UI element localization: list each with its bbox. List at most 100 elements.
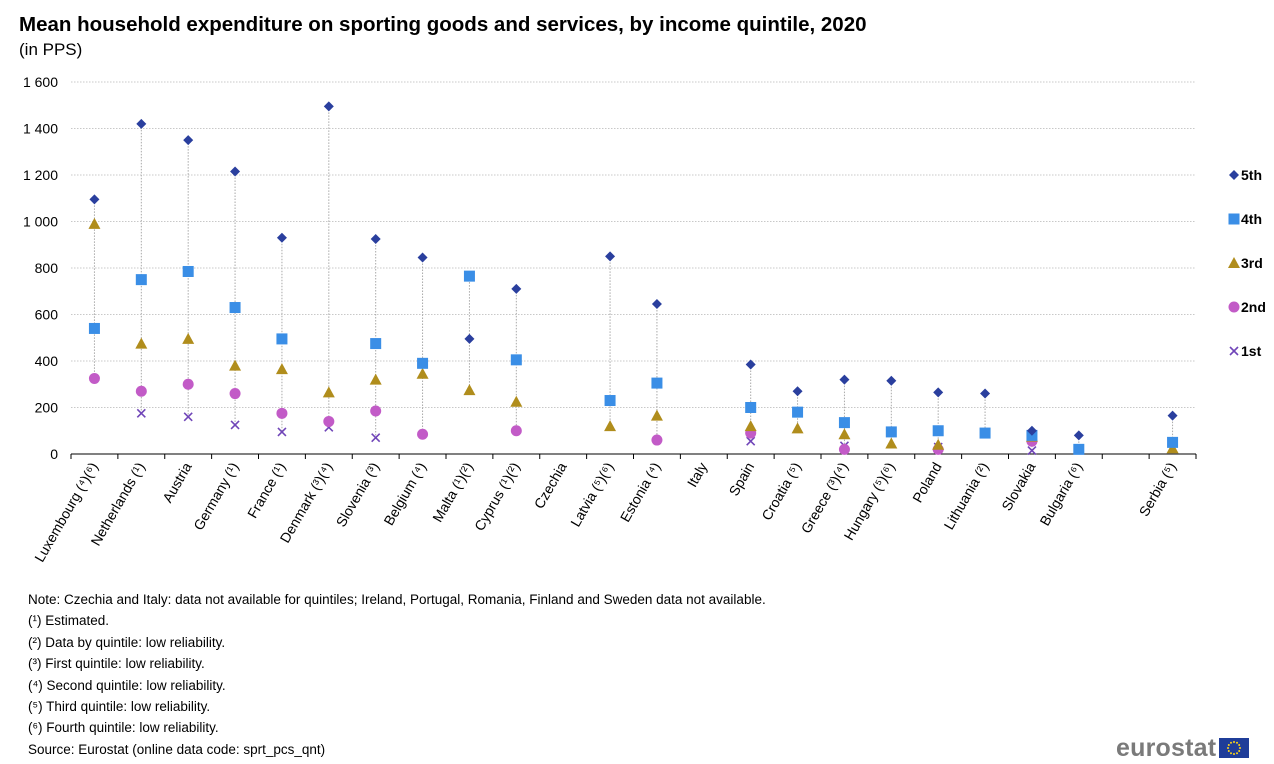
- chart-area: 0 200 400 600 800 1 000 1 200 1 400 1 600 Luxembo…: [23, 74, 1266, 565]
- note-line: (¹) Estimated.: [28, 613, 110, 629]
- data-point-2nd: [229, 388, 241, 400]
- data-point-4th: [182, 265, 194, 277]
- y-tick-label: 400: [35, 353, 59, 369]
- data-point-4th: [370, 338, 382, 350]
- notes-block: Note: Czechia and Italy: data not availa…: [28, 589, 766, 760]
- data-point-3rd: [229, 359, 242, 371]
- data-point-3rd: [791, 422, 804, 434]
- y-tick-label: 800: [35, 260, 59, 276]
- data-point-5th: [230, 166, 241, 177]
- data-point-4th: [651, 377, 663, 389]
- note-line: (⁵) Third quintile: low reliability.: [28, 699, 211, 715]
- data-point-5th: [1026, 425, 1037, 436]
- cross-stroke: [1229, 346, 1239, 356]
- data-point-3rd: [510, 395, 523, 407]
- source-line: Source: Eurostat (online data code: sprt…: [28, 741, 326, 757]
- cross-stroke: [183, 412, 193, 422]
- legend-label-5th: 5th: [1241, 167, 1262, 183]
- x-tick-label: Greece (³)(⁴): [798, 460, 851, 537]
- data-point-5th: [839, 374, 850, 385]
- legend-label-1st: 1st: [1241, 343, 1262, 359]
- data-point-3rd: [182, 332, 195, 344]
- y-tick-label: 200: [35, 400, 59, 416]
- x-tick-label: Luxembourg (⁴)(⁶): [31, 460, 101, 565]
- cross-stroke: [371, 433, 381, 443]
- x-tick-label: Bulgaria (⁶): [1036, 460, 1085, 529]
- data-point-3rd: [885, 437, 898, 449]
- data-point-4th: [885, 426, 897, 438]
- data-point-5th: [605, 251, 616, 262]
- x-tick-label: Austria: [159, 459, 195, 505]
- legend-label-3rd: 3rd: [1241, 255, 1263, 271]
- data-point-3rd: [744, 420, 757, 432]
- data-point-3rd: [932, 438, 945, 450]
- data-point-4th: [510, 354, 522, 366]
- data-point-5th: [792, 386, 803, 397]
- legend-marker-1st: [1229, 346, 1239, 356]
- y-tick-label: 1 600: [23, 74, 58, 90]
- data-point-3rd: [463, 384, 476, 396]
- data-point-4th: [229, 302, 241, 314]
- data-point-4th: [417, 357, 429, 369]
- data-point-2nd: [370, 405, 382, 417]
- x-tick-label: Croatia (⁵): [758, 460, 804, 524]
- data-point-4th: [932, 425, 944, 437]
- data-point-2nd: [135, 385, 147, 397]
- data-point-3rd: [604, 420, 617, 432]
- data-point-5th: [276, 232, 287, 243]
- x-tick-label: Italy: [684, 460, 711, 490]
- data-point-4th: [1073, 443, 1085, 455]
- eurostat-logo-text: eurostat: [1116, 733, 1217, 762]
- x-tick-label: Slovakia: [998, 459, 1038, 513]
- x-tick-label: Poland: [909, 460, 945, 506]
- data-point-3rd: [369, 373, 382, 385]
- data-point-5th: [933, 387, 944, 398]
- note-line: (³) First quintile: low reliability.: [28, 656, 205, 672]
- legend-marker-4th: [1228, 213, 1240, 225]
- data-point-2nd: [323, 415, 335, 427]
- y-tick-label: 1 400: [23, 121, 58, 137]
- y-tick-label: 1 000: [23, 214, 58, 230]
- x-tick-label: Lithuania (²): [940, 460, 991, 533]
- x-tick-label: Cyprus (¹)(²): [471, 460, 523, 534]
- data-point-5th: [980, 388, 991, 399]
- data-point-4th: [463, 270, 475, 282]
- x-tick-label: Estonia (⁴): [617, 460, 664, 525]
- x-tick-label: Serbia (⁵): [1136, 460, 1180, 520]
- legend-marker-3rd: [1228, 257, 1240, 268]
- data-point-5th: [89, 194, 100, 205]
- data-point-5th: [1073, 430, 1084, 441]
- data-point-4th: [604, 395, 616, 407]
- data-point-4th: [745, 402, 757, 413]
- data-point-5th: [651, 299, 662, 310]
- data-point-2nd: [182, 378, 194, 390]
- legend-marker-5th: [1229, 170, 1239, 180]
- data-point-4th: [979, 427, 991, 439]
- data-point-1st: [746, 436, 756, 446]
- data-point-5th: [136, 118, 147, 129]
- x-tick-label: Belgium (⁴): [380, 460, 429, 528]
- data-point-2nd: [510, 425, 522, 437]
- note-line: (⁴) Second quintile: low reliability.: [28, 677, 226, 693]
- cross-stroke: [230, 420, 240, 430]
- data-point-2nd: [838, 443, 850, 455]
- note-line: (⁶) Fourth quintile: low reliability.: [28, 720, 219, 736]
- data-point-5th: [323, 101, 334, 112]
- data-point-2nd: [651, 434, 663, 446]
- data-point-5th: [745, 359, 756, 370]
- data-point-1st: [277, 427, 287, 437]
- x-tick-label: Spain: [726, 460, 758, 499]
- data-point-1st: [183, 412, 193, 422]
- data-point-5th: [1167, 410, 1178, 421]
- data-point-2nd: [276, 407, 288, 419]
- data-point-5th: [370, 233, 381, 244]
- chart-title: Mean household expenditure on sporting g…: [19, 13, 867, 36]
- eu-flag-icon: [1219, 738, 1250, 758]
- x-tick-label: France (¹): [244, 460, 289, 521]
- data-point-4th: [838, 417, 850, 429]
- cross-stroke: [277, 427, 287, 437]
- data-point-5th: [464, 333, 475, 344]
- eurostat-logo: eurostat: [1116, 733, 1250, 762]
- legend-label-2nd: 2nd: [1241, 299, 1266, 315]
- data-point-4th: [88, 322, 100, 334]
